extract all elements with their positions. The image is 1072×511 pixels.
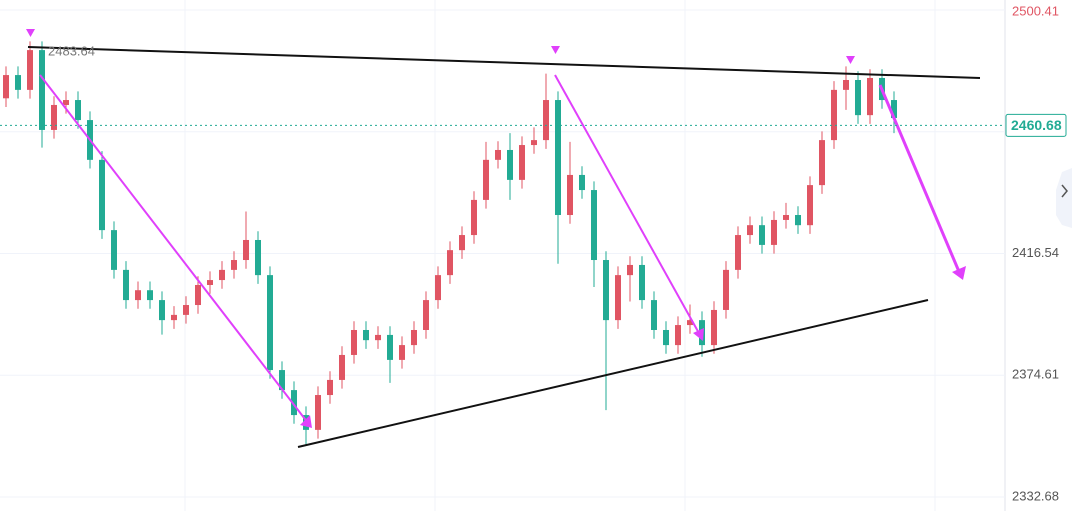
candle-body [27, 50, 33, 90]
y-tick-label: 2374.61 [1012, 367, 1059, 382]
candle-body [351, 329, 357, 355]
candle-body [615, 275, 621, 321]
candle-body [507, 149, 513, 180]
candle-body [267, 275, 273, 371]
arrow [554, 74, 701, 336]
candle-body [327, 379, 333, 396]
candle-body [771, 219, 777, 245]
candle-body [147, 290, 153, 301]
candle-body [435, 275, 441, 301]
candle-body [207, 280, 213, 285]
candle-body [183, 305, 189, 315]
candle-body [111, 230, 117, 270]
candle-body [855, 80, 861, 116]
y-tick-label: 2332.68 [1012, 488, 1059, 503]
candle-body [687, 320, 693, 326]
candle-body [231, 260, 237, 270]
candle-body [867, 77, 873, 116]
arrow [39, 74, 309, 424]
candle-body [279, 370, 285, 391]
time-grid [184, 0, 936, 511]
candle-body [123, 269, 129, 301]
candle-body [555, 100, 561, 216]
candle-body [543, 100, 549, 141]
candle-body [579, 174, 585, 191]
candle-body [783, 215, 789, 220]
candle-body [15, 75, 21, 90]
candle-body [759, 225, 765, 245]
candle-body [339, 354, 345, 380]
candle-body [135, 290, 141, 301]
candle-body [531, 140, 537, 146]
candle-body [255, 239, 261, 276]
candle-body [639, 264, 645, 301]
candle-body [723, 269, 729, 310]
candle-body [243, 239, 249, 261]
y-tick-label: 2500.41 [1012, 3, 1059, 18]
candle-body [99, 159, 105, 231]
candle-body [459, 235, 465, 251]
candle-body [591, 190, 597, 261]
peak-marker [26, 29, 35, 37]
arrow-head [693, 328, 704, 341]
annotation: 2483.64 [48, 43, 95, 58]
y-tick-label: 2416.54 [1012, 245, 1059, 260]
candle-body [387, 334, 393, 360]
candle-body [291, 390, 297, 416]
candle-body [411, 329, 417, 346]
candle-body [171, 314, 177, 321]
peak-marker [551, 46, 560, 54]
support-line [297, 299, 929, 448]
side-tab[interactable] [1056, 168, 1072, 228]
candle-body [447, 250, 453, 276]
arrow-head [300, 415, 312, 428]
candle-body [675, 325, 681, 346]
candle-body [399, 345, 405, 360]
candle-body [39, 50, 45, 130]
candle-body [627, 264, 633, 276]
candle-body [807, 185, 813, 226]
candle-body [495, 149, 501, 160]
arrow-head [952, 266, 966, 280]
candle-body [3, 75, 9, 99]
candle-body [603, 260, 609, 321]
candle-body [819, 140, 825, 186]
last-price-label: 2460.68 [1011, 117, 1062, 133]
candle-body [735, 235, 741, 270]
candle-body [519, 145, 525, 180]
candle-body [843, 80, 849, 90]
candle-body [375, 334, 381, 341]
candle-body [891, 100, 897, 119]
arrow [878, 84, 962, 275]
candle-body [423, 300, 429, 330]
candle-body [567, 174, 573, 216]
drawings [26, 29, 981, 448]
resistance-line [27, 46, 981, 79]
candle-body [51, 104, 57, 130]
marks [0, 9, 1005, 498]
candle-body [75, 100, 81, 121]
chevron[interactable] [1061, 184, 1068, 198]
candle-body [663, 329, 669, 346]
candle-body [363, 329, 369, 341]
candle-body [711, 309, 717, 346]
last-price-tag [1005, 113, 1067, 137]
candle-body [471, 199, 477, 236]
candle-body [315, 395, 321, 430]
candle-body [747, 225, 753, 236]
candle-body [651, 300, 657, 330]
candle-body [219, 269, 225, 281]
candle-body [831, 89, 837, 141]
peak-marker [846, 56, 855, 64]
candle-body [159, 300, 165, 321]
candle-body [795, 215, 801, 226]
candle-body [195, 284, 201, 306]
candle-body [483, 159, 489, 200]
candle-body [63, 100, 69, 105]
